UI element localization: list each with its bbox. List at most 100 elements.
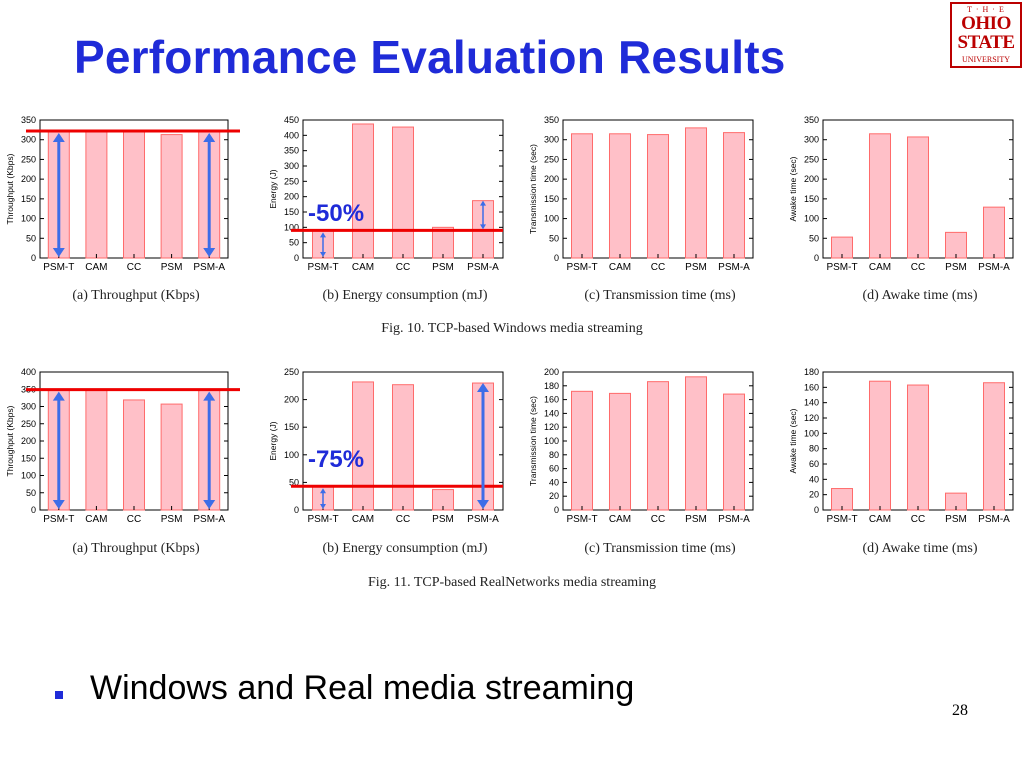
fig1-b-annotation: -50% — [308, 200, 364, 227]
fig2-d-ytick-label: 120 — [804, 413, 819, 423]
fig2-c-bar-cc — [647, 381, 669, 511]
fig1-d-category-label: PSM — [945, 262, 967, 273]
fig1-a-ytick-label: 50 — [26, 233, 36, 243]
fig1-a-bar-cc — [123, 130, 145, 259]
fig1-b-category-label: CC — [396, 262, 410, 273]
fig2-b-category-label: PSM — [432, 514, 454, 525]
fig1-b-category-label: CAM — [352, 262, 374, 273]
fig2-a-category-label: PSM — [161, 514, 183, 525]
fig2-b-ytick-label: 250 — [284, 367, 299, 377]
fig2-a-arrow-left-head-up — [52, 391, 65, 401]
fig1-a-ytick-label: 350 — [21, 115, 36, 125]
fig2-d-category-label: CAM — [869, 514, 891, 525]
fig1-c-ylabel: Transmission time (sec) — [528, 144, 538, 234]
fig1-a-caption: (a) Throughput (Kbps) — [72, 288, 200, 303]
fig2-a-arrow-right-head-down — [203, 500, 216, 509]
fig2-d-ytick-label: 140 — [804, 398, 819, 408]
fig1-c-ytick-label: 350 — [544, 115, 559, 125]
fig1-a-arrow-left-head-down — [52, 248, 65, 257]
fig2-a-ylabel: Throughput (Kbps) — [5, 405, 15, 476]
fig2-b-arrow-right-head-down — [477, 500, 489, 509]
fig1-d-ytick-label: 100 — [804, 214, 819, 224]
fig1-b-bar-psm — [432, 226, 454, 259]
fig2-a-category-label: PSM-A — [193, 514, 225, 525]
fig2-b-arrow-left-head-up — [320, 488, 326, 494]
fig1-b-bar-cam — [352, 123, 374, 259]
fig1-a-bar-cam — [85, 130, 108, 259]
fig1-d-ytick-label: 300 — [804, 135, 819, 145]
fig1-b-arrow-left-head-down — [320, 252, 326, 257]
fig1-d-ytick-label: 150 — [804, 194, 819, 204]
fig2-d-caption: (d) Awake time (ms) — [863, 541, 978, 556]
fig1-a-ylabel: Throughput (Kbps) — [5, 153, 15, 224]
fig2-d-ytick-label: 60 — [809, 459, 819, 469]
fig2-c-ytick-label: 80 — [549, 450, 559, 460]
fig1-b-arrow-right-head-up — [480, 200, 486, 206]
logo-line-3: STATE — [957, 32, 1016, 53]
fig1-d-ylabel: Awake time (sec) — [788, 156, 798, 221]
fig1-a-arrow-right-head-down — [203, 248, 216, 257]
bullet-text: Windows and Real media streaming — [90, 669, 635, 707]
fig2-c-ytick-label: 120 — [544, 422, 559, 432]
fig1-a-arrow-left-head-up — [52, 133, 65, 143]
fig2-b-category-label: PSM-A — [467, 514, 499, 525]
fig2-c-category-label: PSM-A — [718, 514, 750, 525]
fig1-c-bar-psm — [685, 127, 707, 259]
fig1-a-arrow-right-head-up — [203, 133, 216, 143]
fig2-d-bar-psm-a — [983, 382, 1005, 511]
fig1-b-category-label: PSM-A — [467, 262, 499, 273]
fig1-b-ytick-label: 450 — [284, 115, 299, 125]
fig1-d-ytick-label: 350 — [804, 115, 819, 125]
fig2-d-ytick-label: 100 — [804, 428, 819, 438]
logo-line-1: T · H · E — [967, 5, 1005, 14]
fig1-a-category-label: CC — [127, 262, 141, 273]
fig2-a-category-label: CC — [127, 514, 141, 525]
fig1-a-category-label: CAM — [85, 262, 107, 273]
fig1-b-ytick-label: 100 — [284, 222, 299, 232]
fig2-a-bar-cam — [85, 388, 108, 511]
ohio-state-logo: T · H · E OHIO STATE UNIVERSITY — [950, 2, 1022, 68]
fig2-d-ytick-label: 40 — [809, 474, 819, 484]
fig1-b-caption: (b) Energy consumption (mJ) — [323, 288, 488, 303]
fig2-c-ytick-label: 20 — [549, 491, 559, 501]
fig1-c-ytick-label: 300 — [544, 135, 559, 145]
fig1-a-ytick-label: 150 — [21, 194, 36, 204]
fig1-c-bar-psm-a — [723, 132, 745, 259]
fig1-d-caption: (d) Awake time (ms) — [863, 288, 978, 303]
fig2-a-ytick-label: 200 — [21, 436, 36, 446]
fig2-d-bar-cc — [907, 384, 929, 511]
fig1-a-ytick-label: 200 — [21, 174, 36, 184]
fig2-a-ytick-label: 50 — [26, 488, 36, 498]
fig1-d-ytick-label: 200 — [804, 174, 819, 184]
page-number: 28 — [952, 702, 968, 719]
fig1-c-ytick-label: 150 — [544, 194, 559, 204]
fig2-b-ytick-label: 50 — [289, 477, 299, 487]
fig1-b-arrow-left-head-up — [320, 232, 326, 238]
fig1-c-bar-psm-t — [571, 133, 593, 259]
fig2-b-ytick-label: 0 — [294, 505, 299, 515]
fig2-d-category-label: CC — [911, 514, 925, 525]
fig1-c-ytick-label: 0 — [554, 253, 559, 263]
fig1-b-category-label: PSM-T — [307, 262, 338, 273]
slide-title: Performance Evaluation Results — [74, 31, 786, 83]
fig2-b-ylabel: Energy (J) — [268, 421, 278, 460]
fig2-a-ytick-label: 400 — [21, 367, 36, 377]
fig1-c-category-label: CC — [651, 262, 665, 273]
fig2-c-ytick-label: 0 — [554, 505, 559, 515]
fig1-d-category-label: PSM-A — [978, 262, 1010, 273]
fig2-b-bar-cc — [392, 384, 414, 511]
fig2-a-ytick-label: 100 — [21, 471, 36, 481]
fig1-d-bar-cam — [869, 133, 891, 259]
fig2-b-arrow-right-head-up — [477, 383, 489, 393]
fig1-a-ytick-label: 300 — [21, 135, 36, 145]
fig1-c-ytick-label: 200 — [544, 174, 559, 184]
fig1-c-category-label: PSM-A — [718, 262, 750, 273]
fig2-c-bar-psm — [685, 376, 707, 511]
fig2-b-ytick-label: 100 — [284, 450, 299, 460]
fig2-a-arrow-right-head-up — [203, 391, 216, 401]
fig1-c-category-label: PSM-T — [566, 262, 597, 273]
fig1-c-ytick-label: 100 — [544, 214, 559, 224]
fig2-b-ytick-label: 200 — [284, 395, 299, 405]
fig2-d-ytick-label: 20 — [809, 490, 819, 500]
logo-line-2: OHIO — [961, 13, 1011, 34]
